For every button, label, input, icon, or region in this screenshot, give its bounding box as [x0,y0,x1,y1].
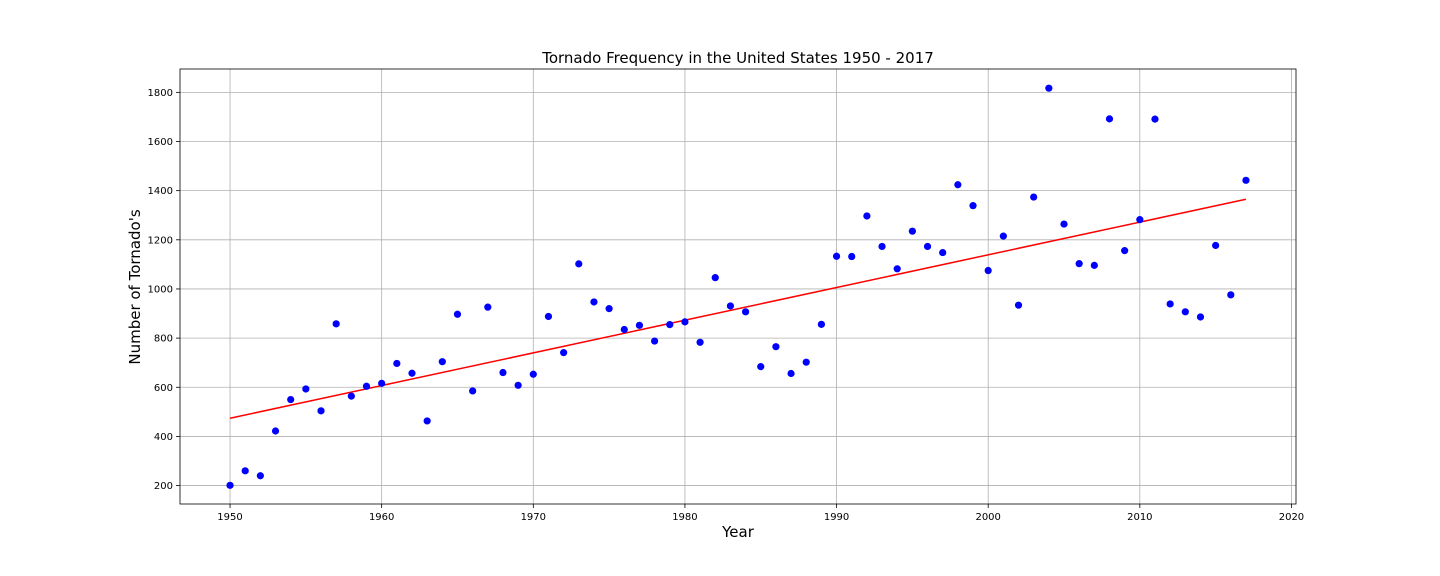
data-point [832,252,841,260]
x-tick-label: 1980 [672,512,697,523]
data-point [923,242,932,251]
data-point [1196,313,1205,321]
data-point [802,358,810,366]
data-point [1060,220,1068,228]
trendline [229,198,1247,419]
data-point [1090,261,1098,269]
data-point [1151,115,1159,123]
data-point [878,242,886,251]
y-tick-label: 400 [154,432,173,443]
data-point [1242,176,1250,184]
plot-frame [179,68,1297,505]
data-point [378,379,386,387]
data-point [741,308,750,316]
data-point [863,212,871,220]
x-tick-label: 1950 [217,512,242,523]
data-point [362,382,371,390]
plot-area [180,69,1296,504]
data-point [499,368,507,377]
data-points [226,84,1250,489]
y-tick-label: 1000 [148,284,173,295]
data-point [1045,84,1053,92]
data-point [271,427,280,435]
data-point [529,370,537,378]
data-point [469,387,477,395]
data-point [787,369,795,378]
data-point [1105,115,1114,123]
data-point [939,248,947,257]
data-point [726,302,735,310]
data-point [696,338,704,346]
data-point [393,359,401,368]
data-point [848,252,856,261]
data-point [453,310,462,318]
data-point [1075,260,1083,268]
data-point [635,321,644,329]
y-tick-label: 800 [154,334,173,345]
data-point [302,385,310,393]
data-point [287,395,295,404]
data-point [772,343,780,351]
data-point [347,392,355,400]
data-point [1030,193,1038,201]
data-point [999,232,1007,240]
data-point [514,381,522,389]
y-tick-label: 1200 [148,235,173,246]
y-axis-title: Number of Tornado's [126,209,144,364]
axis-ticks: 1950 1960 1970 1980 1990 2000 2010 2020 200 400 60… [148,88,1305,523]
data-point [620,325,628,334]
data-point [332,320,340,328]
data-point [893,265,901,273]
x-tick-label: 1960 [369,512,394,523]
data-point [817,320,825,328]
data-point [1166,300,1174,308]
data-point [1014,301,1023,309]
data-point [1212,241,1220,250]
y-tick-label: 200 [154,481,173,492]
data-point [711,274,719,282]
data-point [544,312,553,321]
x-tick-label: 1970 [521,512,546,523]
data-point [666,320,674,329]
data-point [984,266,992,275]
y-tick-label: 600 [154,383,173,394]
data-point [438,358,446,366]
data-point [484,303,492,311]
data-point [256,472,264,480]
data-point [560,349,568,357]
x-axis-title: Year [721,523,755,541]
data-point [605,305,613,313]
data-point [1227,291,1235,299]
x-tick-label: 1990 [824,512,849,523]
data-point [757,363,765,371]
data-point [954,181,962,189]
chart-title: Tornado Frequency in the United States 1… [541,49,934,67]
data-point [590,298,598,306]
data-point [908,227,916,235]
data-point [575,260,583,268]
y-tick-label: 1600 [148,137,173,148]
y-tick-label: 1400 [148,186,173,197]
data-point [651,337,659,345]
data-point [1136,216,1144,224]
x-tick-label: 2010 [1127,512,1152,523]
x-tick-label: 2000 [975,512,1000,523]
data-point [423,417,431,425]
data-point [226,481,234,489]
data-point [681,318,689,326]
data-point [408,369,416,377]
data-point [317,407,325,415]
data-point [1121,247,1129,255]
data-point [969,202,977,210]
trendline-group [229,198,1247,419]
data-point [1181,308,1189,316]
y-tick-label: 1800 [148,88,173,99]
x-tick-label: 2020 [1279,512,1304,523]
data-point [241,467,249,475]
